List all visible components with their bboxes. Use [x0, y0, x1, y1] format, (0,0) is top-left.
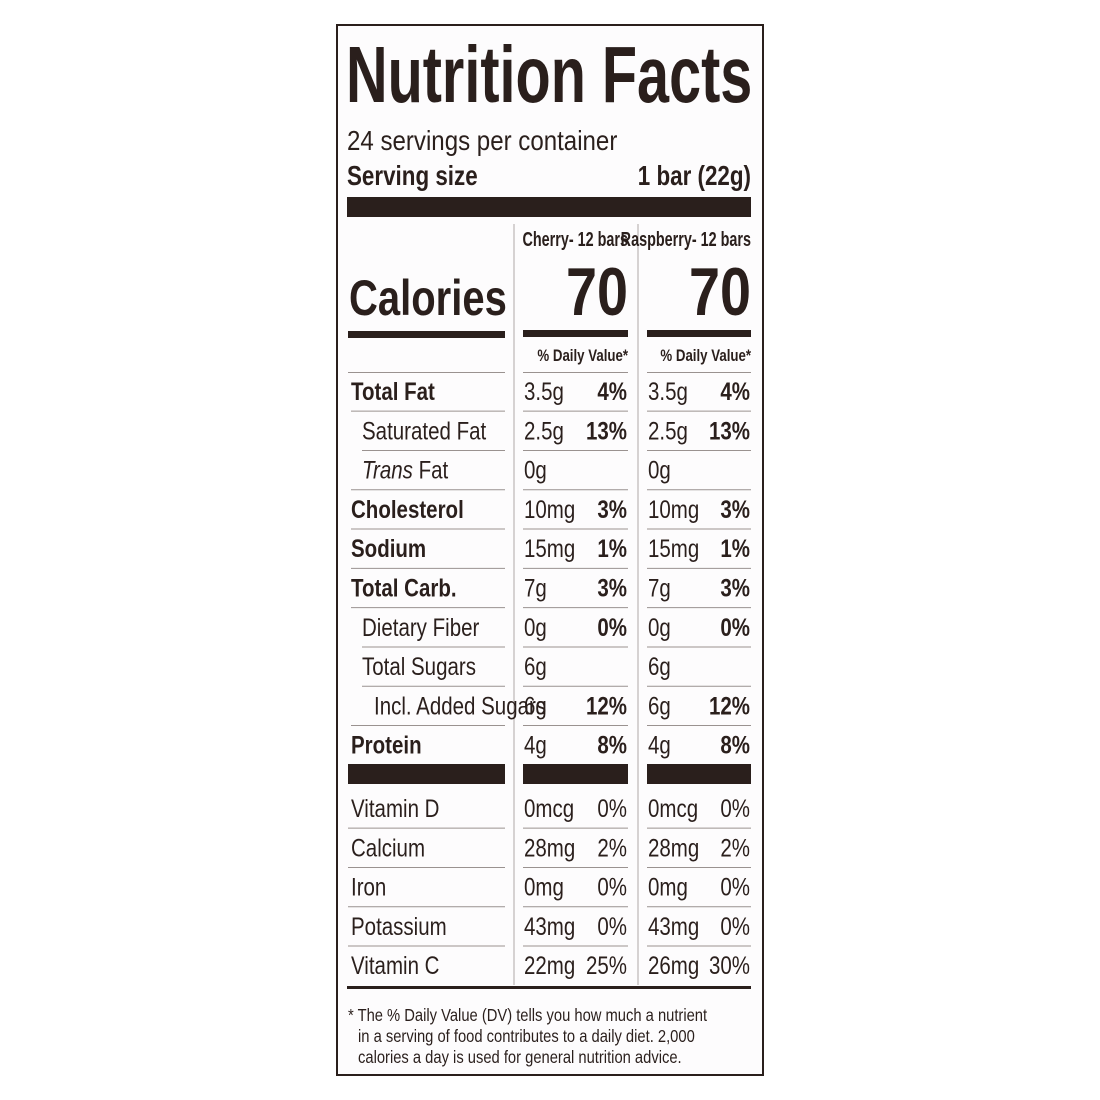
amount: 0mcg [648, 794, 698, 822]
amount: 28mg [648, 833, 699, 861]
amount: 0mg [648, 873, 688, 901]
amount: 7g [524, 574, 547, 602]
thick-bar [347, 197, 751, 217]
daily-value: 0% [597, 873, 627, 901]
daily-value: 8% [720, 731, 750, 759]
nutrient-name: Total Sugars [362, 652, 476, 680]
nutrient-name: Total Carb. [351, 574, 457, 602]
servings: 24 servings per container [347, 124, 618, 156]
serving-size-value: 1 bar (22g) [638, 161, 751, 192]
daily-value: 2% [597, 833, 627, 861]
daily-value: 1% [597, 534, 627, 562]
daily-value: 3% [720, 495, 750, 523]
daily-value: 4% [597, 377, 627, 405]
amount: 2.5g [524, 416, 564, 444]
daily-value: 25% [586, 951, 627, 979]
column-header: Cherry- 12 bars [522, 228, 628, 251]
nutrient-name: Sodium [351, 534, 426, 562]
calories-value: 70 [689, 255, 751, 330]
space [413, 456, 419, 484]
amount: 15mg [524, 534, 575, 562]
daily-value: 8% [597, 731, 627, 759]
daily-value: 3% [597, 574, 627, 602]
daily-value: 0% [597, 912, 627, 940]
dv-header: % Daily Value* [537, 347, 628, 366]
medium-bar [348, 331, 505, 338]
dv-header: % Daily Value* [660, 347, 751, 366]
nutrient-name: Dietary Fiber [362, 613, 480, 641]
daily-value: 30% [709, 951, 750, 979]
serving-size-label: Serving size [347, 161, 478, 192]
amount: 6g [524, 652, 547, 680]
amount: 3.5g [524, 377, 564, 405]
daily-value: 12% [709, 691, 750, 719]
nutrient-name-italic: Trans [362, 456, 413, 484]
amount: 0g [648, 613, 671, 641]
amount: 4g [524, 731, 547, 759]
nutrient-name: Total Fat [351, 377, 435, 405]
daily-value: 0% [597, 794, 627, 822]
amount: 43mg [648, 912, 699, 940]
amount: 0mcg [524, 794, 574, 822]
daily-value: 0% [720, 873, 750, 901]
daily-value: 0% [597, 613, 627, 641]
nutrient-name: Protein [351, 731, 422, 759]
nutrient-name: Incl. Added Sugars [374, 691, 546, 719]
amount: 3.5g [648, 377, 688, 405]
amount: 6g [648, 652, 671, 680]
amount: 15mg [648, 534, 699, 562]
amount: 43mg [524, 912, 575, 940]
amount: 0g [524, 456, 547, 484]
thick-bar [647, 764, 751, 784]
nutrient-name: Saturated Fat [362, 416, 487, 444]
medium-bar [647, 330, 751, 337]
nutrient-name: Trans Fat [362, 456, 449, 484]
amount: 10mg [648, 495, 699, 523]
daily-value: 13% [586, 416, 627, 444]
daily-value: 4% [720, 377, 750, 405]
calories-label: Calories [349, 270, 507, 326]
thick-bar [523, 764, 628, 784]
amount: 2.5g [648, 416, 688, 444]
daily-value: 2% [720, 833, 750, 861]
amount: 26mg [648, 951, 699, 979]
amount: 0g [648, 456, 671, 484]
bottom-rule [347, 986, 751, 989]
amount: 0mg [524, 873, 564, 901]
calories-value: 70 [566, 255, 628, 330]
amount: 6g [524, 691, 547, 719]
thick-bar [348, 764, 505, 784]
footnote: in a serving of food contributes to a da… [358, 1027, 695, 1047]
amount: 4g [648, 731, 671, 759]
medium-bar [523, 330, 628, 337]
amount: 10mg [524, 495, 575, 523]
daily-value: 0% [720, 794, 750, 822]
footnote: * The % Daily Value (DV) tells you how m… [348, 1006, 707, 1026]
nutrient-name: Cholesterol [351, 495, 464, 523]
daily-value: 12% [586, 691, 627, 719]
daily-value: 3% [720, 574, 750, 602]
amount: 0g [524, 613, 547, 641]
daily-value: 1% [720, 534, 750, 562]
vitamin-name: Vitamin C [351, 951, 439, 979]
nutrient-name-rest: Fat [419, 456, 449, 484]
daily-value: 3% [597, 495, 627, 523]
daily-value: 13% [709, 416, 750, 444]
vitamin-name: Potassium [351, 912, 447, 940]
title: Nutrition Facts [346, 30, 752, 120]
daily-value: 0% [720, 912, 750, 940]
vitamin-name: Calcium [351, 833, 425, 861]
amount: 6g [648, 691, 671, 719]
amount: 7g [648, 574, 671, 602]
vitamin-name: Iron [351, 873, 386, 901]
amount: 22mg [524, 951, 575, 979]
vitamin-name: Vitamin D [351, 794, 439, 822]
daily-value: 0% [720, 613, 750, 641]
footnote: calories a day is used for general nutri… [358, 1048, 682, 1068]
amount: 28mg [524, 833, 575, 861]
column-header: Raspberry- 12 bars [621, 228, 751, 251]
